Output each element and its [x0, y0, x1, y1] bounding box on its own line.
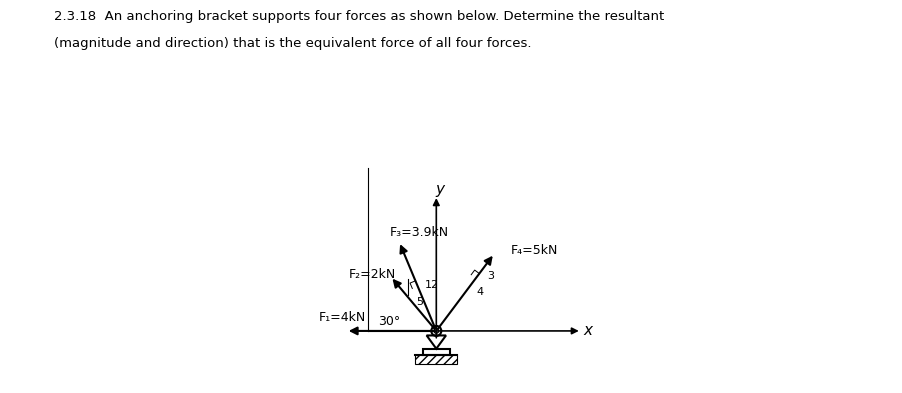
Text: 4: 4	[475, 287, 483, 297]
Text: 12: 12	[424, 279, 438, 290]
Text: F₁=4kN: F₁=4kN	[318, 311, 366, 324]
Text: 2.3.18  An anchoring bracket supports four forces as shown below. Determine the : 2.3.18 An anchoring bracket supports fou…	[54, 10, 664, 23]
Text: 5: 5	[415, 297, 422, 307]
Text: F₄=5kN: F₄=5kN	[510, 244, 557, 257]
Text: x: x	[583, 323, 592, 338]
Text: F₂=2kN: F₂=2kN	[349, 268, 396, 281]
Text: (magnitude and direction) that is the equivalent force of all four forces.: (magnitude and direction) that is the eq…	[54, 37, 531, 50]
Text: 3: 3	[486, 271, 493, 281]
Text: y: y	[435, 182, 444, 197]
Polygon shape	[415, 354, 456, 364]
Text: 30°: 30°	[378, 316, 400, 329]
Text: F₃=3.9kN: F₃=3.9kN	[389, 226, 448, 239]
